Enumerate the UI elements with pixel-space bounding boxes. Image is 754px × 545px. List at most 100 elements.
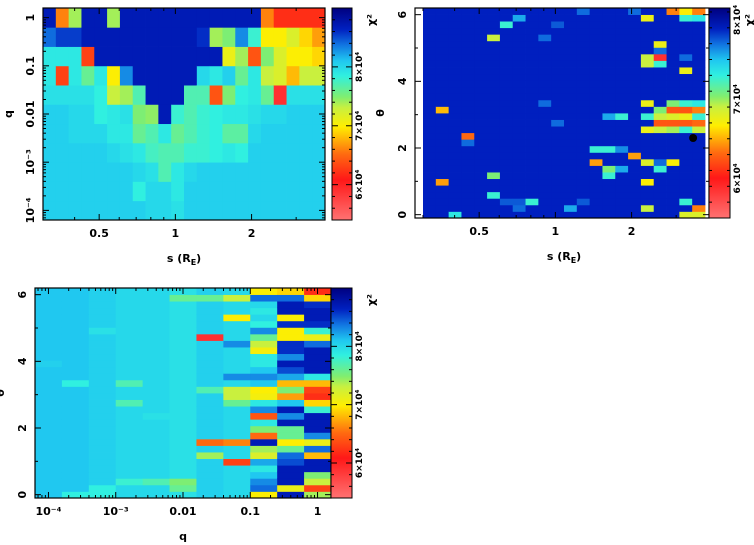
heatmap-cell bbox=[448, 8, 462, 15]
heatmap-cell bbox=[551, 40, 565, 48]
heatmap-cell bbox=[43, 65, 57, 86]
heatmap-cell bbox=[564, 47, 578, 55]
heatmap-cell bbox=[169, 320, 197, 328]
heatmap-cell bbox=[119, 46, 134, 67]
heatmap-cell bbox=[88, 360, 117, 368]
heatmap-cell bbox=[142, 438, 170, 446]
heatmap-cell bbox=[286, 65, 300, 86]
heatmap-cell bbox=[35, 360, 63, 368]
heatmap-cell bbox=[564, 99, 578, 107]
heatmap-cell bbox=[564, 14, 578, 22]
heatmap-cell bbox=[538, 126, 552, 134]
heatmap-cell bbox=[474, 106, 488, 114]
heatmap-cell bbox=[299, 123, 313, 144]
heatmap-cell bbox=[115, 458, 144, 466]
heatmap-cell bbox=[576, 8, 591, 15]
heatmap-cell bbox=[448, 152, 462, 160]
heatmap-cell bbox=[196, 484, 224, 492]
heatmap-cell bbox=[115, 491, 144, 499]
heatmap-cell bbox=[615, 53, 629, 61]
heatmap-cell bbox=[304, 412, 332, 420]
heatmap-cell bbox=[602, 86, 616, 94]
heatmap-cell bbox=[448, 34, 462, 42]
heatmap-cell bbox=[628, 93, 642, 101]
heatmap-cell bbox=[615, 34, 629, 42]
heatmap-cell bbox=[277, 478, 305, 486]
heatmap-cell bbox=[602, 93, 616, 101]
heatmap-cell bbox=[55, 8, 70, 28]
heatmap-cell bbox=[499, 73, 514, 81]
y-tick-label: 10⁻³ bbox=[24, 149, 37, 175]
heatmap-cells bbox=[35, 288, 332, 499]
heatmap-cell bbox=[61, 333, 90, 341]
heatmap-cell bbox=[461, 204, 475, 212]
heatmap-cell bbox=[169, 484, 197, 492]
heatmap-cell bbox=[666, 132, 680, 140]
heatmap-cell bbox=[564, 67, 578, 75]
heatmap-cell bbox=[35, 366, 63, 374]
heatmap-cell bbox=[602, 132, 616, 140]
heatmap-cell bbox=[640, 73, 655, 81]
heatmap-cell bbox=[512, 172, 526, 180]
heatmap-cell bbox=[640, 27, 655, 35]
heatmap-cell bbox=[35, 340, 63, 348]
x-tick-label: 0.1 bbox=[241, 505, 261, 518]
heatmap-cell bbox=[94, 162, 108, 182]
heatmap-cell bbox=[448, 178, 462, 186]
heatmap-cell bbox=[551, 67, 565, 75]
heatmap-cell bbox=[512, 178, 526, 186]
heatmap-cell bbox=[61, 347, 90, 355]
heatmap-cell bbox=[628, 198, 642, 206]
heatmap-cell bbox=[499, 8, 514, 15]
heatmap-cell bbox=[169, 314, 197, 322]
heatmap-cell bbox=[196, 301, 224, 309]
heatmap-cell bbox=[88, 478, 117, 486]
heatmap-cell bbox=[640, 178, 655, 186]
heatmap-cell bbox=[628, 86, 642, 94]
heatmap-cell bbox=[55, 200, 70, 221]
heatmap-cell bbox=[538, 106, 552, 114]
heatmap-cell bbox=[277, 419, 305, 427]
heatmap-cell bbox=[461, 185, 475, 193]
heatmap-cell bbox=[538, 172, 552, 180]
heatmap-cell bbox=[435, 60, 450, 68]
heatmap-cell bbox=[679, 8, 693, 15]
heatmap-cell bbox=[88, 333, 117, 341]
heatmap-cell bbox=[88, 419, 117, 427]
heatmap-cell bbox=[423, 113, 437, 120]
heatmap-cell bbox=[448, 113, 462, 120]
heatmap-cell bbox=[461, 80, 475, 88]
heatmap-cell bbox=[576, 60, 591, 68]
heatmap-cell bbox=[576, 34, 591, 42]
heatmap-cell bbox=[68, 85, 82, 105]
heatmap-cell bbox=[589, 204, 603, 212]
heatmap-cell bbox=[250, 327, 278, 335]
heatmap-cell bbox=[435, 80, 450, 88]
heatmap-cell bbox=[589, 21, 603, 29]
heatmap-cell bbox=[589, 80, 603, 88]
heatmap-cell bbox=[474, 172, 488, 180]
heatmap-cell bbox=[512, 21, 526, 29]
colorbar-tick-label: 8×10⁴ bbox=[355, 52, 365, 82]
heatmap-cell bbox=[250, 471, 278, 479]
heatmap-cell bbox=[576, 145, 591, 153]
heatmap-cell bbox=[538, 86, 552, 94]
heatmap-cell bbox=[525, 73, 539, 81]
heatmap-cell bbox=[35, 320, 63, 328]
colorbar-title: χ² bbox=[743, 14, 754, 26]
heatmap-cell bbox=[435, 113, 450, 120]
heatmap-cell bbox=[196, 340, 224, 348]
heatmap-cell bbox=[653, 178, 667, 186]
heatmap-cell bbox=[602, 47, 616, 55]
heatmap-cell bbox=[304, 386, 332, 394]
best-fit-marker bbox=[689, 134, 698, 142]
heatmap-cell bbox=[250, 432, 278, 440]
heatmap-cell bbox=[640, 106, 655, 114]
heatmap-cell bbox=[196, 458, 224, 466]
heatmap-cell bbox=[474, 198, 488, 206]
heatmap-cell bbox=[653, 172, 667, 180]
heatmap-cell bbox=[423, 198, 437, 206]
heatmap-cell bbox=[115, 471, 144, 479]
heatmap-cell bbox=[304, 373, 332, 381]
heatmap-cell bbox=[304, 425, 332, 433]
